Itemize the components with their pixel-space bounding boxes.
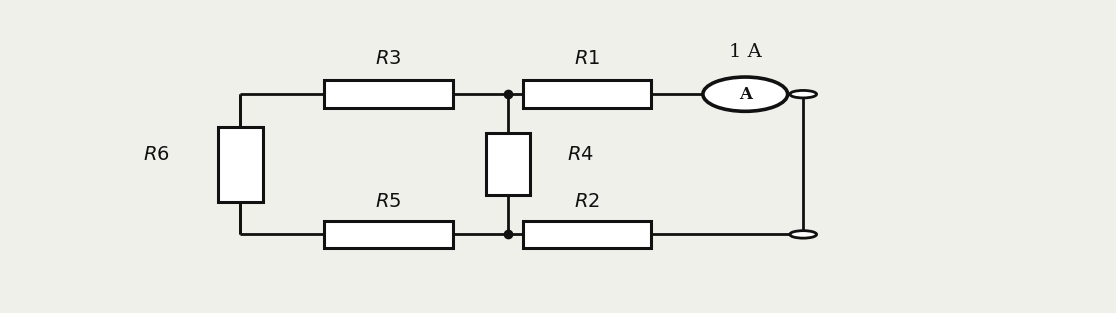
Text: $R2$: $R2$	[574, 193, 600, 211]
Circle shape	[790, 90, 817, 98]
Text: 1 A: 1 A	[729, 43, 761, 61]
Text: $R5$: $R5$	[375, 193, 402, 211]
Bar	[325, 80, 453, 108]
Bar	[325, 221, 453, 248]
Bar	[485, 133, 530, 195]
Text: $R3$: $R3$	[375, 50, 402, 68]
Text: $R1$: $R1$	[574, 50, 600, 68]
Bar	[523, 221, 651, 248]
Text: $R6$: $R6$	[143, 146, 170, 164]
Bar	[218, 127, 262, 202]
Circle shape	[790, 231, 817, 238]
Bar	[523, 80, 651, 108]
Text: A: A	[739, 86, 752, 103]
Ellipse shape	[703, 77, 788, 111]
Text: $R4$: $R4$	[567, 146, 594, 164]
